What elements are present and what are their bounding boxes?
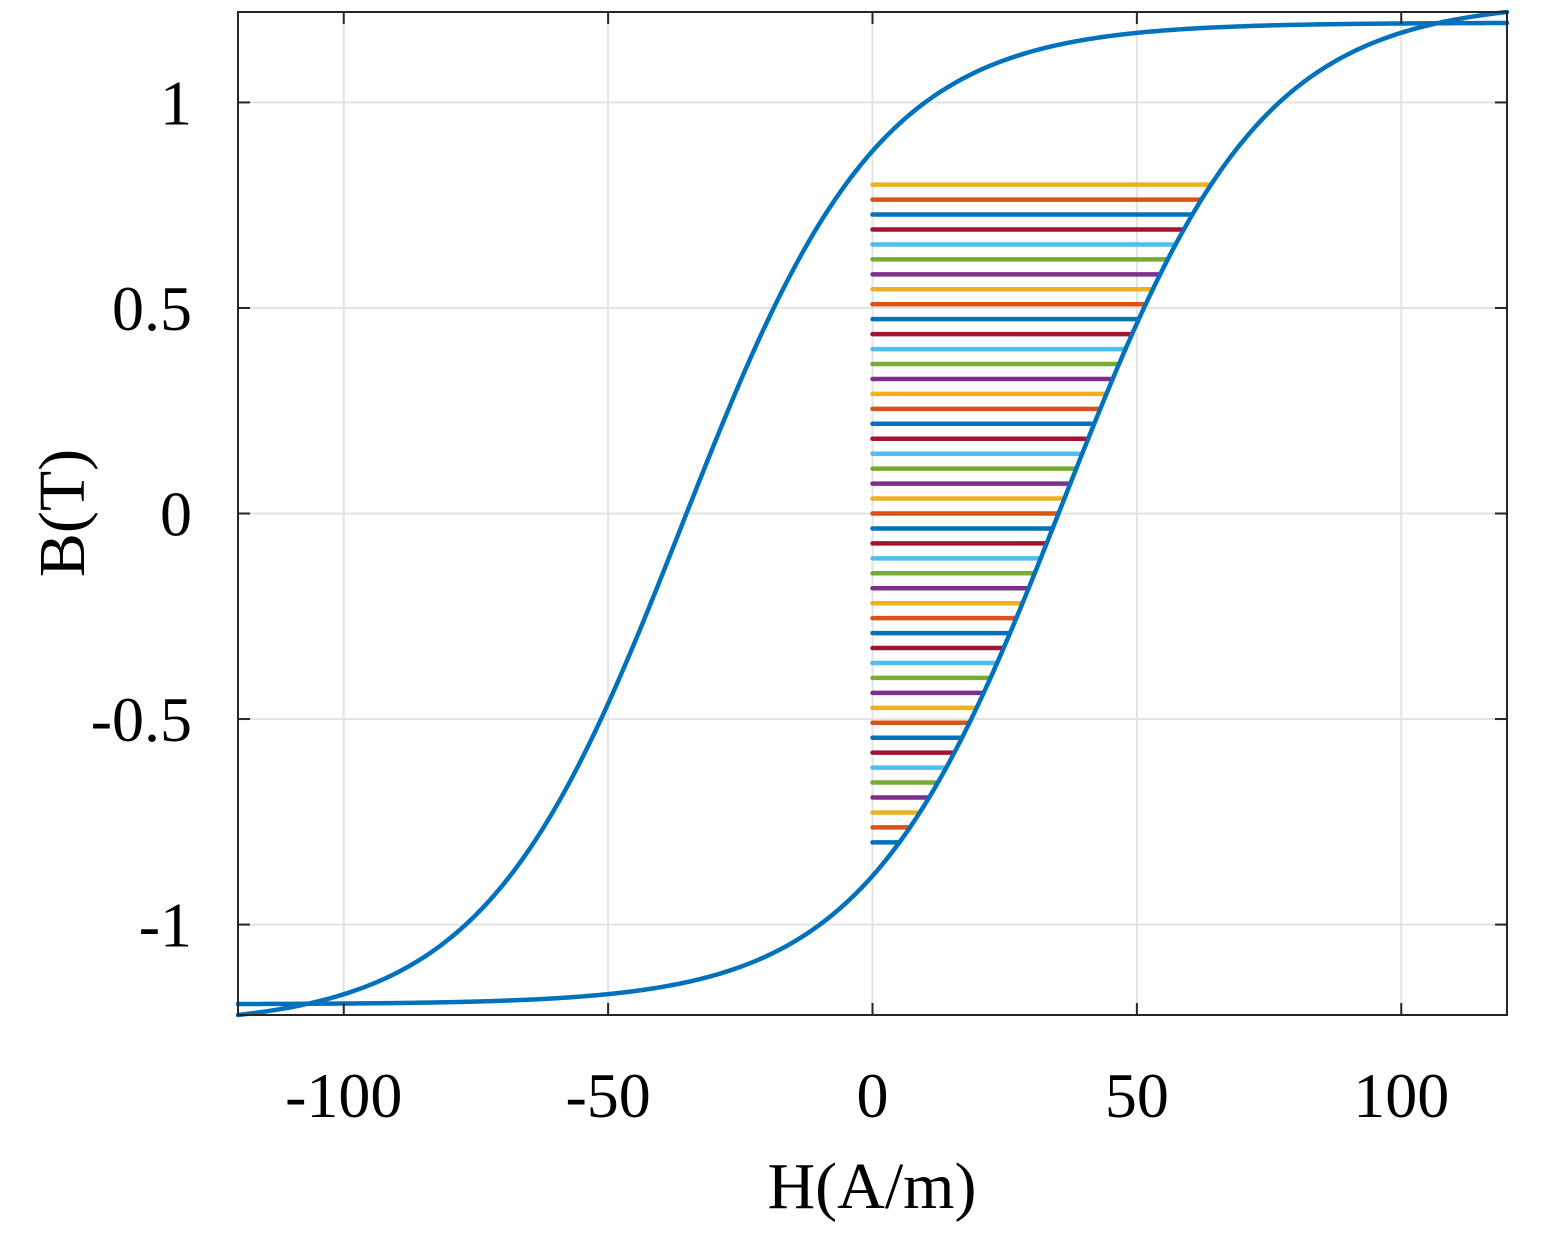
major-loop-ascending-branch (235, 9, 1510, 1007)
x-tick-label: 0 (857, 1060, 889, 1131)
y-tick-label: -1 (139, 890, 192, 961)
x-tick-label: 100 (1353, 1060, 1449, 1131)
x-tick-label: 50 (1105, 1060, 1169, 1131)
x-tick-label: -50 (565, 1060, 650, 1131)
x-tick-label: -100 (285, 1060, 402, 1131)
curves (235, 9, 1510, 1018)
y-tick-label: 0 (160, 479, 192, 550)
y-tick-label: 0.5 (112, 273, 192, 344)
x-axis-label: H(A/m) (768, 1150, 977, 1223)
y-tick-label: 1 (160, 67, 192, 138)
major-loop-descending-branch (235, 20, 1510, 1018)
tick-labels: -100 -50 0 50 100 -1 -0.5 0 0.5 1 (91, 67, 1450, 1131)
y-tick-label: -0.5 (91, 684, 192, 755)
y-axis-label: B(T) (26, 449, 99, 577)
tick-marks (238, 12, 1507, 1015)
